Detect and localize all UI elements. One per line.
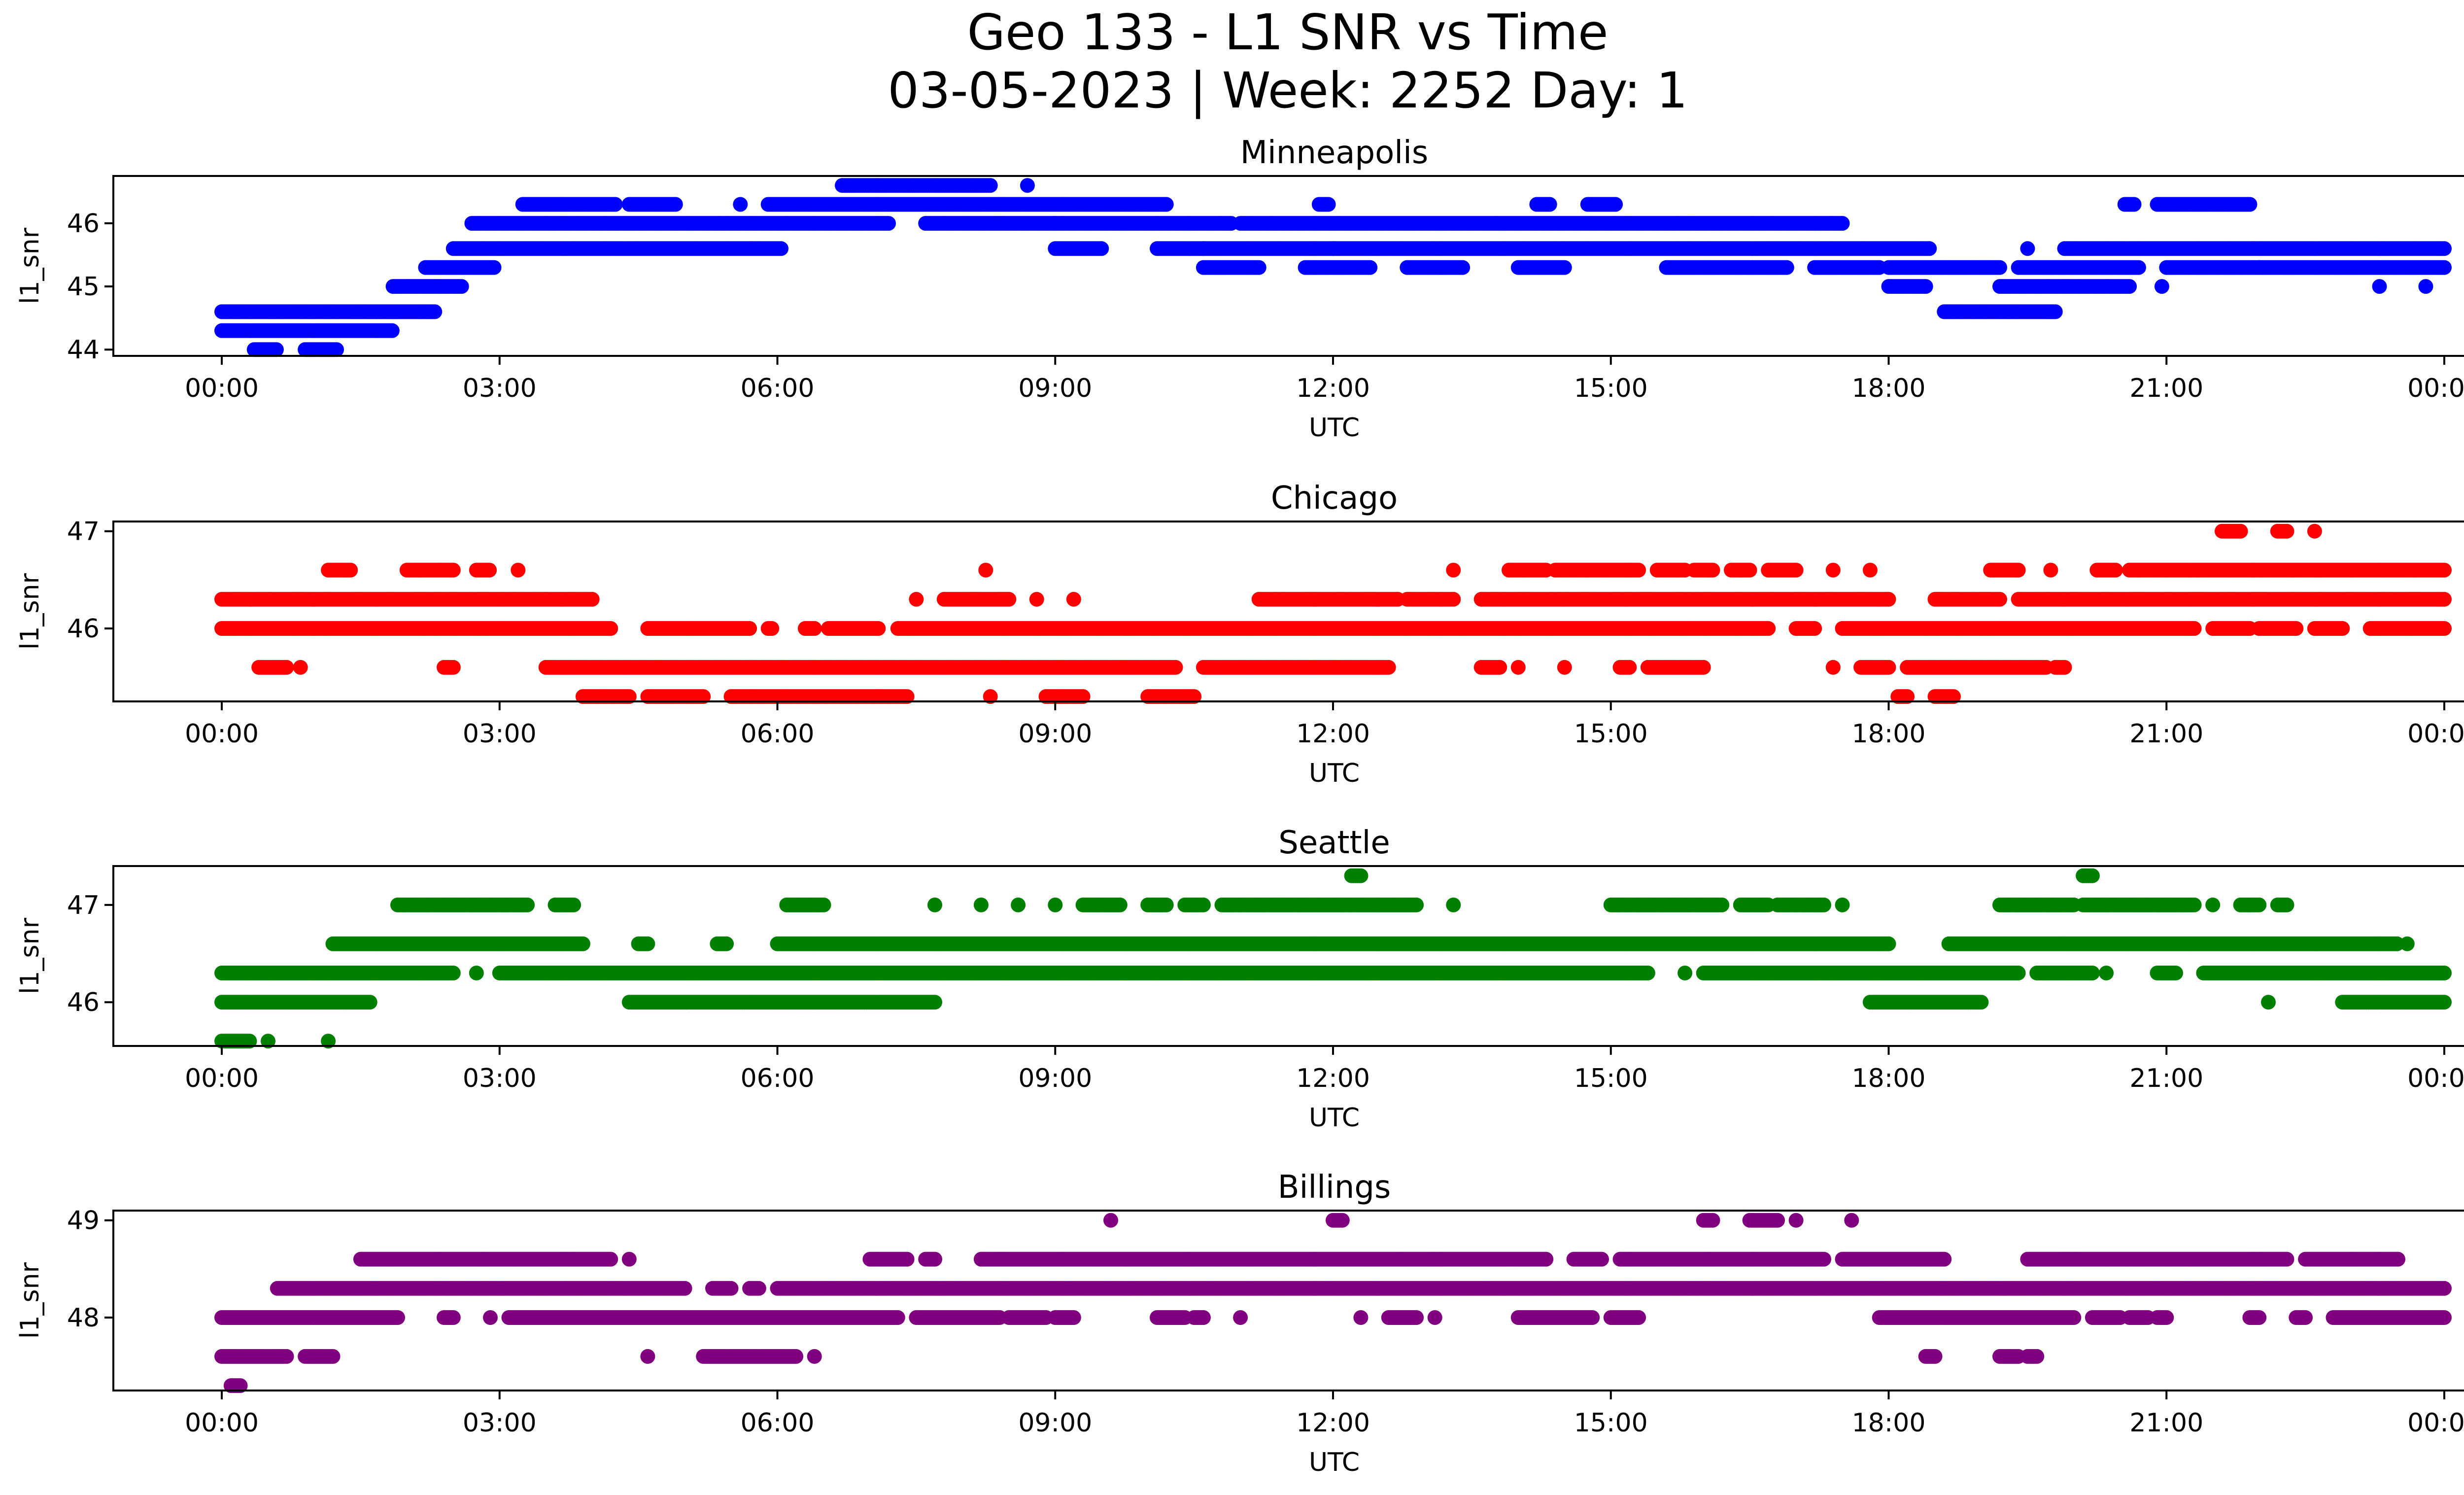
data-point — [2057, 660, 2072, 675]
data-point — [486, 260, 502, 275]
data-point — [1835, 216, 1850, 231]
data-point — [2437, 241, 2452, 256]
data-point — [733, 197, 748, 212]
data-point — [983, 178, 998, 193]
data-point — [1455, 260, 1471, 275]
data-point — [1881, 660, 1896, 675]
data-point — [427, 304, 443, 319]
x-tick-label: 00:00 — [185, 374, 259, 403]
data-point — [1381, 660, 1396, 675]
data-point — [329, 342, 344, 357]
data-point — [2122, 279, 2137, 294]
data-point — [881, 216, 896, 231]
x-tick-label: 09:00 — [1018, 374, 1092, 403]
data-point — [608, 197, 623, 212]
x-tick-label: 12:00 — [1296, 374, 1370, 403]
data-point — [1492, 660, 1507, 675]
data-point — [2418, 279, 2433, 294]
x-tick-label: 06:00 — [741, 374, 815, 403]
data-point — [1321, 197, 1336, 212]
figure-title-line-1: Geo 133 - L1 SNR vs Time — [967, 3, 1608, 61]
data-point — [742, 621, 757, 636]
x-tick-label: 15:00 — [1574, 374, 1648, 403]
data-point — [1918, 279, 1933, 294]
data-point — [2131, 260, 2146, 275]
data-point — [2289, 621, 2304, 636]
data-point — [1510, 660, 1526, 675]
data-point — [1159, 197, 1174, 212]
x-tick-label: 00:00 — [2407, 374, 2464, 403]
x-tick-label: 18:00 — [1852, 374, 1926, 403]
data-point — [807, 621, 822, 636]
subplot-minneapolis: Minneapolis 00:00 03:00 06:00 09:00 12:00 15:0… — [15, 135, 2464, 443]
y-axis-label: l1_snr — [15, 227, 45, 304]
scatter-points — [214, 178, 2452, 357]
data-point — [1094, 241, 1109, 256]
x-tick-label: 21:00 — [2129, 374, 2203, 403]
data-point — [2126, 197, 2142, 212]
data-point — [1779, 260, 1794, 275]
data-point — [2335, 621, 2350, 636]
data-point — [1922, 241, 1937, 256]
data-point — [1807, 621, 1822, 636]
data-point — [871, 621, 886, 636]
data-point — [2437, 260, 2452, 275]
data-point — [454, 279, 469, 294]
data-point — [1168, 660, 1183, 675]
y-tick-label: 45 — [67, 272, 100, 302]
subplot-title: Chicago — [1271, 480, 1398, 517]
data-point — [1363, 260, 1378, 275]
data-point — [2048, 304, 2063, 319]
data-point — [1608, 197, 1623, 212]
y-tick-label: 44 — [67, 335, 100, 365]
data-point — [279, 660, 294, 675]
data-point — [1992, 260, 2007, 275]
data-point — [2187, 621, 2202, 636]
data-point — [293, 660, 308, 675]
data-point — [1761, 621, 1776, 636]
data-point — [2437, 621, 2452, 636]
data-point — [1557, 260, 1572, 275]
data-point — [603, 621, 618, 636]
subplot-panels: Minneapolis 00:00 03:00 06:00 09:00 12:00 15:0… — [15, 135, 2464, 1477]
x-tick-label: 03:00 — [463, 374, 537, 403]
data-point — [764, 621, 780, 636]
data-point — [2154, 279, 2169, 294]
data-point — [1622, 660, 1637, 675]
data-point — [1825, 660, 1841, 675]
data-point — [2242, 197, 2258, 212]
data-point — [269, 342, 284, 357]
data-point — [1696, 660, 1711, 675]
data-point — [445, 660, 461, 675]
data-point — [1542, 197, 1557, 212]
data-point — [1557, 660, 1572, 675]
data-point — [774, 241, 788, 256]
data-point — [668, 197, 683, 212]
figure-title-line-2: 03-05-2023 | Week: 2252 Day: 1 — [888, 62, 1687, 119]
x-axis-label: UTC — [1309, 413, 1360, 443]
y-tick-label: 46 — [67, 209, 100, 239]
data-point — [1020, 178, 1035, 193]
data-point — [1251, 260, 1266, 275]
data-point — [384, 323, 400, 338]
data-point — [2020, 241, 2035, 256]
data-point — [2372, 279, 2387, 294]
subplot-title: Minneapolis — [1240, 135, 1428, 171]
